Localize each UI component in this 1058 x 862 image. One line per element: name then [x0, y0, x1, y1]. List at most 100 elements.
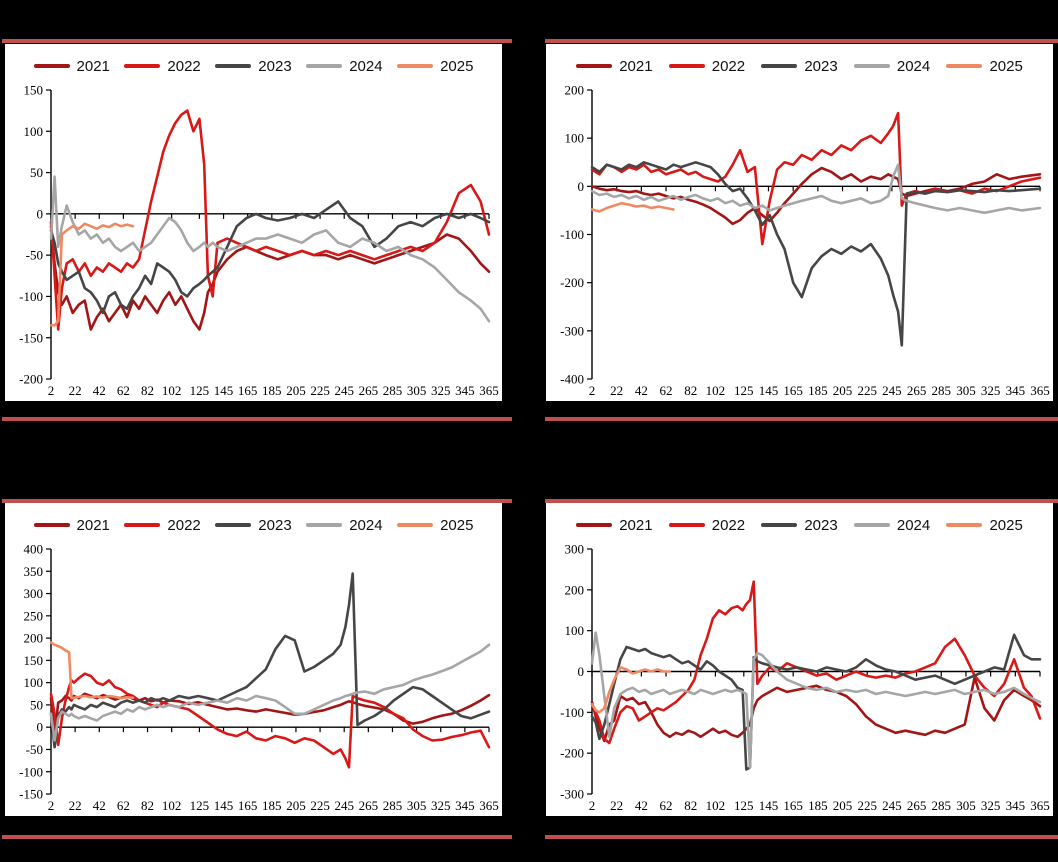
- legend-label-2025: 2025: [989, 57, 1023, 75]
- y-axis-tick-label: 150: [24, 653, 44, 668]
- x-axis-tick-label: 82: [684, 383, 697, 398]
- series-line-2022: [590, 111, 1042, 246]
- y-axis-tick-label: -200: [560, 746, 584, 761]
- legend-item-2022: 2022: [124, 516, 201, 534]
- x-axis-tick-label: 165: [238, 798, 258, 813]
- legend-item-2024: 2024: [853, 516, 931, 534]
- legend-swatch-2023: [215, 64, 252, 68]
- y-axis-tick-label: -200: [19, 372, 43, 387]
- legend-swatch-2024: [853, 64, 890, 68]
- x-axis-tick-label: 62: [117, 383, 130, 398]
- legend-item-2023: 2023: [761, 58, 838, 75]
- x-axis-tick-label: 2: [589, 798, 596, 813]
- x-axis-tick-label: 265: [907, 798, 927, 813]
- legend-label-2024: 2024: [896, 57, 931, 75]
- y-axis-tick-label: 300: [565, 542, 585, 557]
- legend-item-2025: 2025: [397, 58, 473, 75]
- divider-top-right-upper: [545, 39, 1058, 43]
- x-axis-tick-label: 305: [407, 798, 427, 813]
- legend-label-2025: 2025: [440, 57, 474, 75]
- series-line-2024: [49, 643, 491, 742]
- x-axis-tick-label: 225: [857, 383, 877, 398]
- x-axis-tick-label: 285: [932, 383, 952, 398]
- y-axis-tick-label: -300: [560, 787, 584, 802]
- chart-legend: 2021 2022 2023 2024 2025: [5, 44, 502, 82]
- legend-item-2023: 2023: [215, 58, 292, 75]
- legend-label-2022: 2022: [167, 516, 201, 534]
- x-axis-tick-label: 125: [190, 798, 210, 813]
- legend-label-2022: 2022: [167, 57, 201, 75]
- series-line-2021: [49, 224, 491, 331]
- legend-swatch-2024: [306, 64, 343, 68]
- y-axis-tick-label: -50: [26, 742, 43, 757]
- x-axis-tick-label: 165: [238, 383, 258, 398]
- legend-item-2021: 2021: [576, 58, 653, 75]
- legend-item-2023: 2023: [215, 517, 292, 534]
- series-line-2023: [49, 572, 491, 749]
- y-axis-tick-label: -100: [19, 764, 43, 779]
- legend-swatch-2022: [668, 523, 705, 527]
- x-axis-tick-label: 145: [759, 798, 779, 813]
- x-axis-tick-label: 245: [882, 383, 902, 398]
- y-axis-tick-label: 100: [565, 623, 585, 638]
- x-axis-tick-label: 102: [706, 798, 726, 813]
- x-axis-tick-label: 125: [190, 383, 210, 398]
- x-axis-tick-label: 185: [262, 798, 282, 813]
- chart-area: 400 350 300 250 200 150 100 50 0 -50 -100 -150 2 22 42…: [5, 541, 502, 816]
- series-line-2025: [49, 641, 135, 700]
- legend-label-2021: 2021: [76, 57, 110, 75]
- series-line-2021: [590, 166, 1042, 226]
- series-line-2024: [590, 631, 1042, 769]
- y-axis-tick-label: 250: [24, 608, 44, 623]
- x-axis-tick-label: 225: [310, 798, 330, 813]
- y-axis-tick-label: -100: [560, 705, 584, 720]
- series-line-2022: [590, 580, 1042, 745]
- legend-label-2025: 2025: [440, 516, 474, 534]
- y-axis-tick-label: 350: [24, 564, 44, 579]
- divider-top-left-upper: [2, 39, 512, 43]
- y-axis-tick-label: -150: [19, 787, 43, 802]
- x-axis-tick-label: 22: [69, 798, 82, 813]
- y-axis-tick-label: -300: [560, 323, 584, 338]
- x-axis-tick-label: 365: [1030, 798, 1050, 813]
- legend-item-2025: 2025: [946, 517, 1023, 534]
- x-axis-tick-label: 185: [262, 383, 282, 398]
- y-axis-tick-label: 150: [24, 83, 44, 98]
- legend-item-2021: 2021: [576, 517, 653, 534]
- x-axis-tick-label: 82: [141, 798, 154, 813]
- legend-swatch-2025: [397, 64, 434, 68]
- x-axis-tick-label: 365: [479, 383, 499, 398]
- divider-bottom-right-upper: [545, 499, 1058, 503]
- series-line-2022: [49, 109, 491, 331]
- chart-legend: 2021 2022 2023 2024 2025: [546, 503, 1053, 541]
- y-axis-tick-label: 100: [565, 131, 585, 146]
- legend-swatch-2022: [668, 64, 705, 68]
- y-axis-tick-label: -200: [560, 275, 584, 290]
- x-axis-tick-label: 305: [407, 383, 427, 398]
- series-line-2025: [590, 666, 672, 714]
- x-axis-tick-label: 245: [334, 383, 354, 398]
- legend-label-2023: 2023: [804, 516, 838, 534]
- x-axis-tick-label: 325: [431, 383, 451, 398]
- series-line-2022: [49, 672, 491, 769]
- legend-swatch-2023: [761, 523, 798, 527]
- y-axis-tick-label: -150: [19, 330, 43, 345]
- y-axis-tick-label: 200: [565, 83, 585, 98]
- divider-top-right-lower: [545, 417, 1058, 421]
- x-axis-tick-label: 205: [286, 383, 306, 398]
- y-axis-tick-label: -400: [560, 372, 584, 387]
- legend-swatch-2025: [397, 523, 434, 527]
- legend-swatch-2021: [33, 523, 70, 527]
- legend-item-2022: 2022: [668, 517, 745, 534]
- series-line-2023: [590, 633, 1042, 771]
- x-axis-tick-label: 145: [759, 383, 779, 398]
- x-axis-tick-label: 285: [383, 798, 403, 813]
- chart-area: 300 200 100 0 -100 -200 -300 2 22 42 62 82 102 125 145…: [546, 541, 1053, 816]
- legend-label-2024: 2024: [896, 516, 931, 534]
- divider-bottom-right-lower: [545, 835, 1058, 839]
- legend-swatch-2021: [576, 523, 613, 527]
- x-axis-tick-label: 62: [117, 798, 130, 813]
- x-axis-tick-label: 102: [162, 383, 182, 398]
- legend-swatch-2024: [853, 523, 890, 527]
- legend-swatch-2023: [761, 64, 798, 68]
